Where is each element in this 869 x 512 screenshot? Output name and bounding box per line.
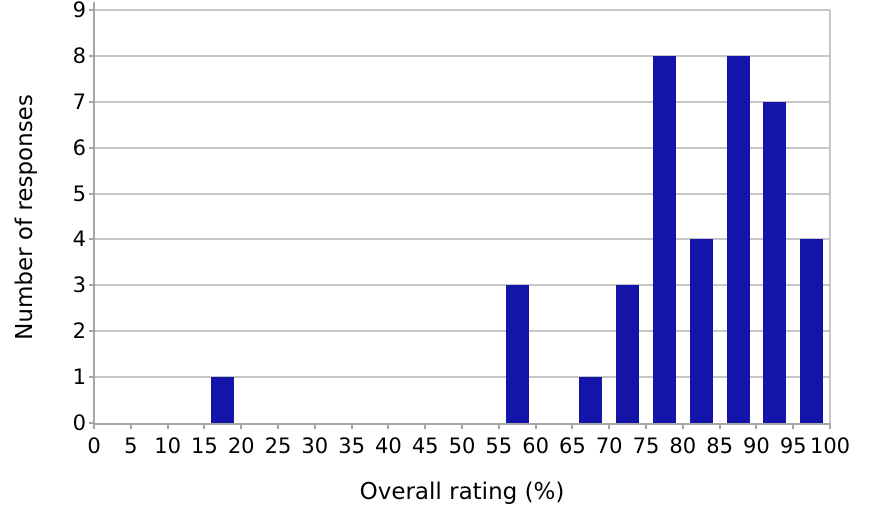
y-axis-title: Number of responses — [12, 94, 38, 340]
x-tick-label: 95 — [779, 434, 807, 458]
y-tick-label: 1 — [72, 365, 86, 390]
x-axis-tick — [645, 423, 647, 429]
x-axis-tick — [313, 423, 316, 429]
x-axis-tick — [792, 423, 795, 429]
bar — [211, 377, 235, 423]
x-axis-tick — [534, 423, 537, 429]
y-axis-tick — [89, 422, 94, 424]
bar — [800, 239, 824, 423]
x-axis-tick — [608, 423, 611, 429]
y-gridline — [94, 330, 830, 333]
bar — [652, 55, 676, 423]
x-tick-label: 70 — [595, 434, 623, 458]
bar — [726, 55, 750, 423]
y-tick-label: 5 — [72, 181, 86, 206]
x-axis-tick — [681, 423, 684, 429]
y-axis-tick — [89, 238, 94, 241]
y-gridline — [94, 376, 830, 379]
x-tick-label: 85 — [706, 434, 733, 458]
y-axis-tick — [89, 9, 94, 11]
x-tick-label: 10 — [154, 434, 181, 458]
x-axis-tick — [166, 423, 169, 429]
x-axis-tick — [277, 423, 279, 429]
x-tick-label: 35 — [338, 434, 365, 458]
x-axis-tick — [350, 423, 353, 429]
y-tick-label: 9 — [72, 0, 86, 22]
y-gridline — [94, 238, 830, 241]
x-tick-label: 80 — [669, 434, 697, 458]
y-axis-line — [93, 2, 95, 423]
x-axis-tick — [755, 423, 758, 429]
bar — [763, 101, 787, 423]
y-tick-label: 7 — [72, 89, 86, 114]
y-tick-label: 8 — [72, 43, 86, 68]
x-tick-label: 15 — [191, 434, 218, 458]
y-axis-tick — [89, 376, 94, 379]
plot-right-border — [829, 10, 831, 423]
x-tick-label: 5 — [124, 434, 138, 458]
y-axis-tick — [89, 330, 94, 333]
x-tick-label: 40 — [375, 434, 402, 458]
x-tick-label: 90 — [743, 434, 770, 458]
x-axis-title: Overall rating (%) — [359, 479, 565, 505]
x-tick-label: 25 — [264, 434, 292, 458]
x-axis-tick — [387, 423, 390, 429]
y-tick-label: 4 — [72, 227, 86, 252]
x-axis-tick — [424, 423, 427, 429]
bar — [616, 285, 640, 423]
y-tick-label: 6 — [72, 135, 86, 160]
y-tick-label: 2 — [72, 319, 86, 344]
y-tick-label: 3 — [72, 273, 86, 298]
x-axis-tick — [829, 423, 831, 429]
x-axis-tick — [129, 423, 132, 429]
x-axis-tick — [571, 423, 574, 429]
y-tick-label: 0 — [72, 411, 86, 435]
x-axis-tick — [461, 423, 463, 429]
y-axis-tick — [89, 54, 94, 57]
x-tick-label: 45 — [411, 434, 439, 458]
x-axis-line — [93, 423, 831, 425]
bar — [689, 239, 713, 423]
y-axis-tick — [89, 146, 94, 149]
x-tick-label: 65 — [559, 434, 586, 458]
bar — [505, 285, 529, 423]
x-axis-tick — [497, 423, 500, 429]
x-tick-label: 20 — [227, 434, 255, 458]
x-tick-label: 30 — [301, 434, 329, 458]
x-tick-label: 75 — [632, 434, 660, 458]
x-tick-label: 55 — [485, 434, 513, 458]
x-tick-label: 100 — [809, 434, 851, 458]
x-axis-tick — [240, 423, 243, 429]
y-gridline — [94, 54, 830, 57]
y-axis-tick — [89, 192, 94, 195]
bar — [579, 377, 603, 423]
y-gridline — [94, 192, 830, 195]
y-gridline — [94, 146, 830, 149]
x-tick-label: 60 — [522, 434, 549, 458]
x-tick-label: 50 — [448, 434, 476, 458]
y-gridline — [94, 100, 830, 103]
x-tick-label: 0 — [87, 434, 101, 458]
x-axis-tick — [93, 423, 95, 429]
y-gridline — [94, 9, 830, 11]
y-axis-tick — [89, 284, 94, 287]
y-gridline — [94, 284, 830, 287]
y-axis-tick — [89, 100, 94, 103]
x-axis-tick — [718, 423, 721, 429]
x-axis-tick — [203, 423, 206, 429]
